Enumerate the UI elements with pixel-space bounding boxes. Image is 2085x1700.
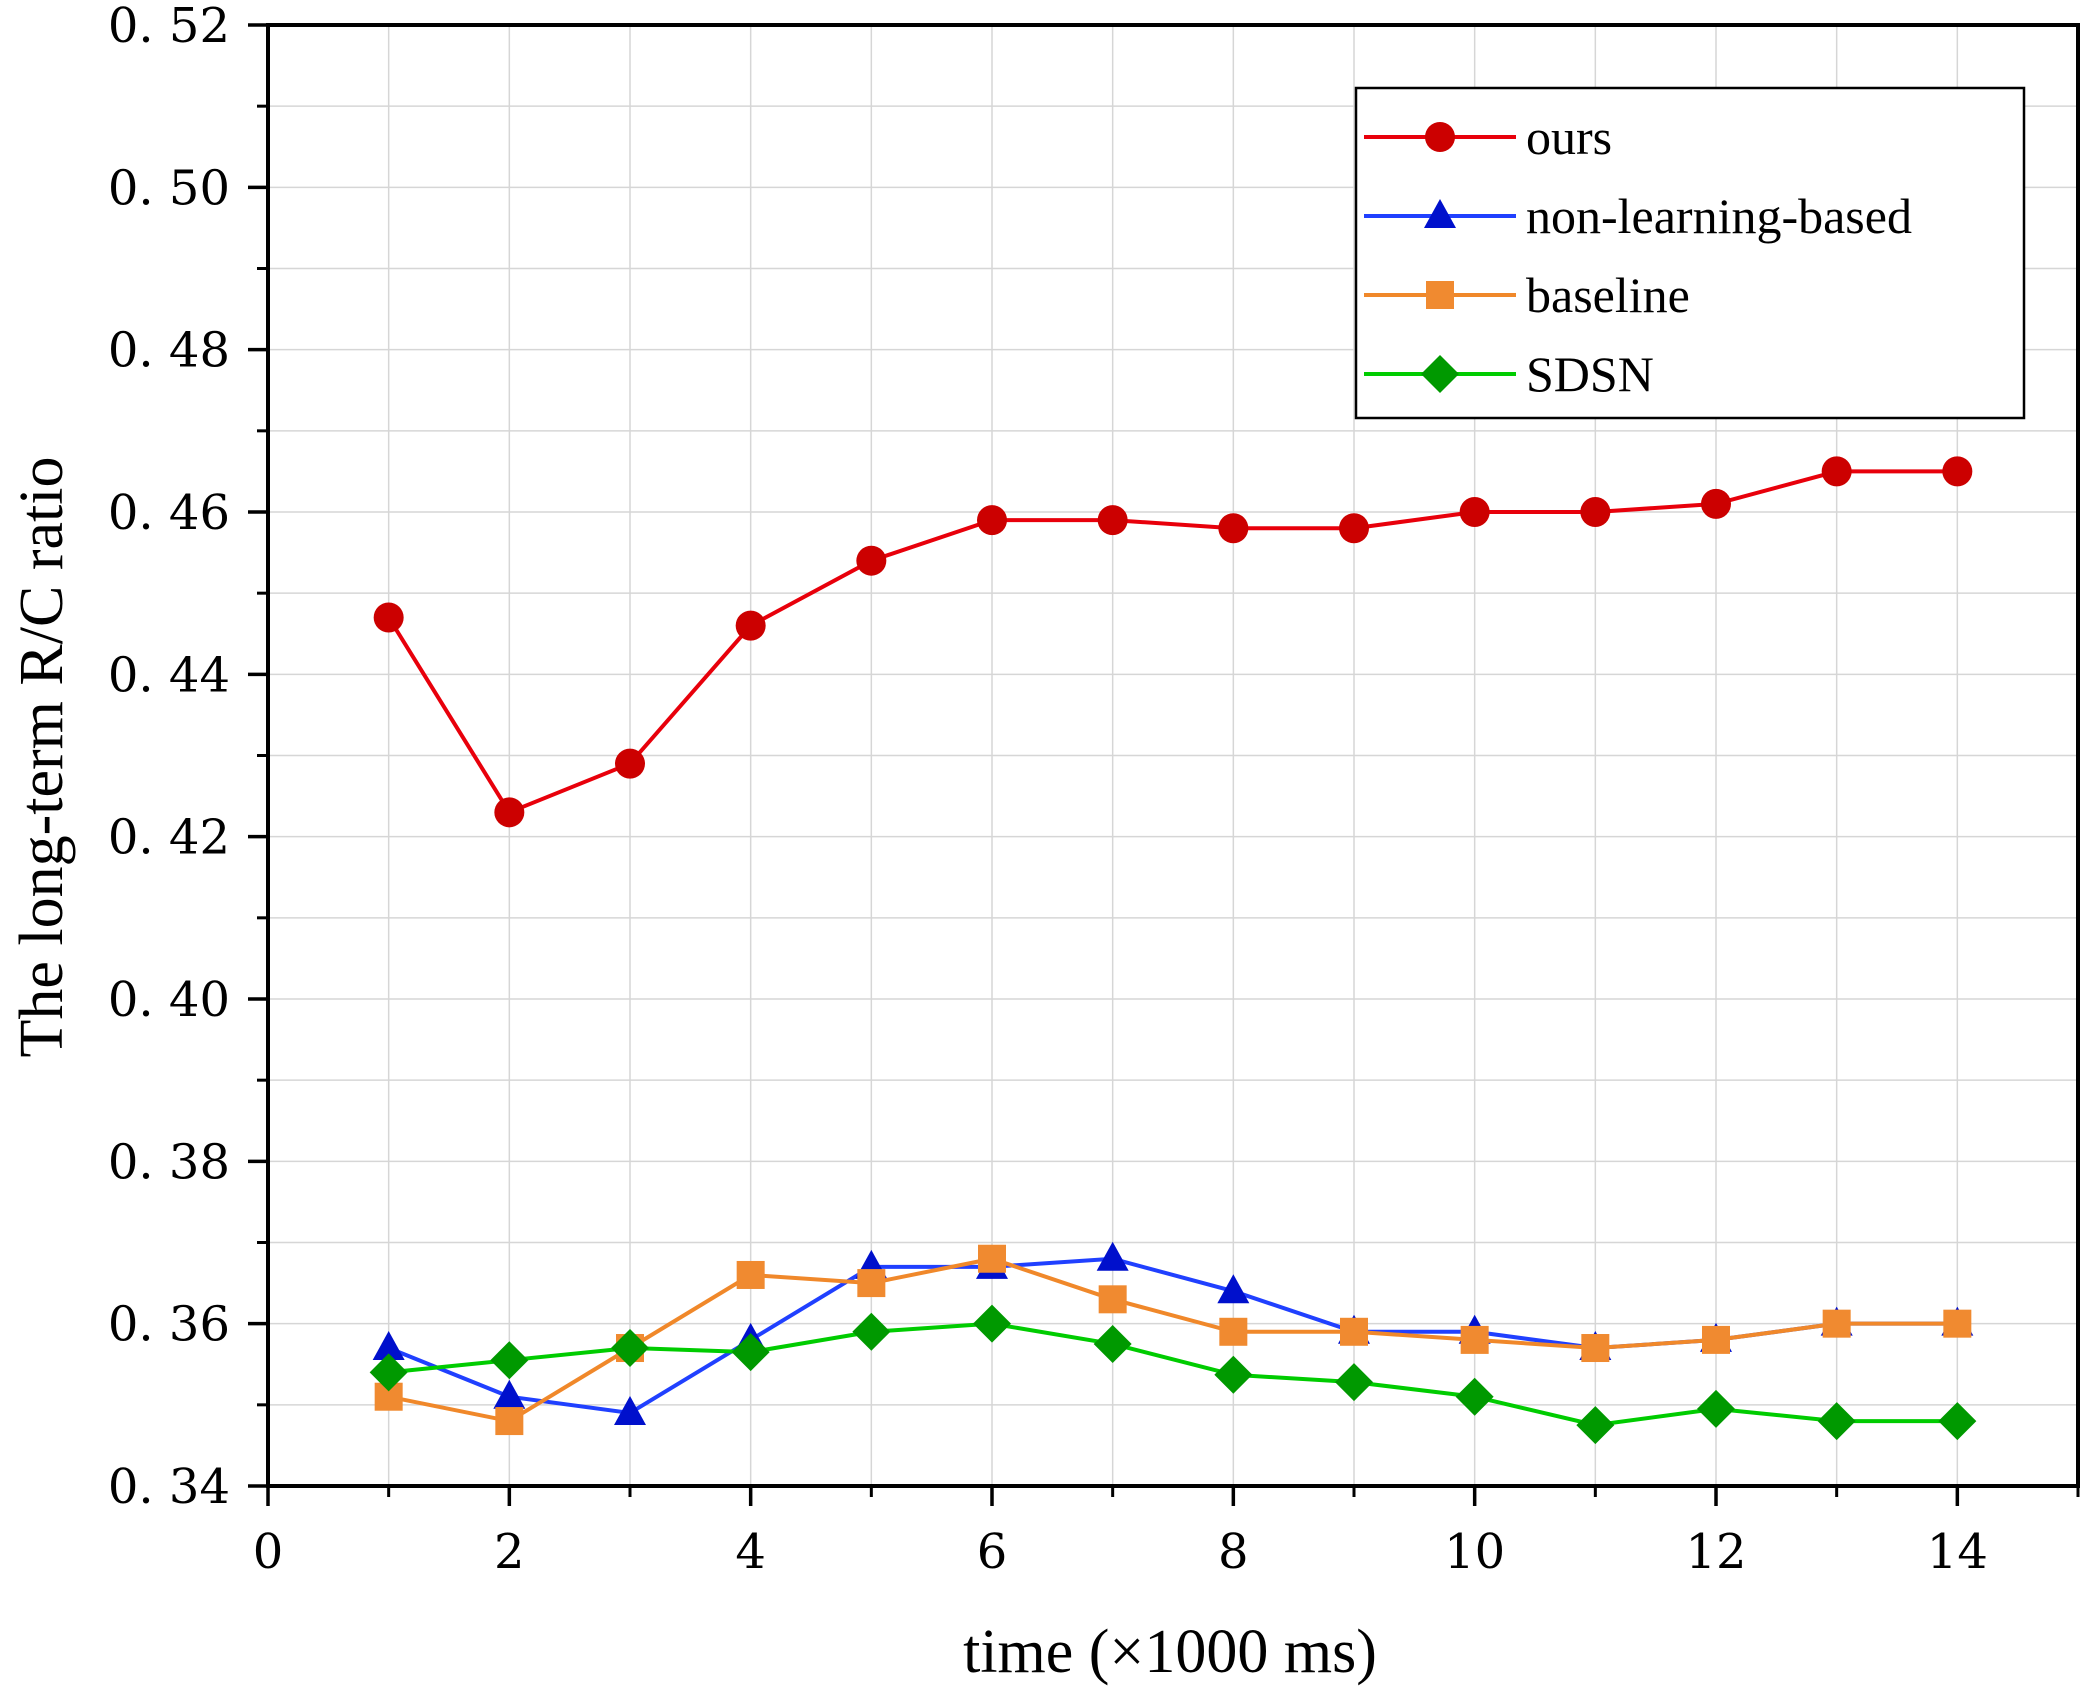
- data-point: [852, 1312, 891, 1351]
- legend-item: SDSN: [1364, 346, 1654, 402]
- data-point: [615, 748, 645, 779]
- data-point: [736, 1260, 765, 1289]
- data-point: [1339, 513, 1369, 544]
- data-point: [611, 1329, 649, 1368]
- legend-label: SDSN: [1526, 346, 1654, 402]
- tick-labels: 0 2 4 6 8 10 12 14 0. 34 0. 36 0. 38 0. 40 0. 42 0. 4…: [108, 0, 1988, 1580]
- series-non-learning-based: [372, 1241, 1974, 1425]
- data-point: [495, 1407, 524, 1436]
- data-point: [735, 610, 766, 641]
- legend-marker: [1426, 281, 1454, 309]
- legend-label: non-learning-based: [1526, 188, 1912, 244]
- x-tick-label: 2: [494, 1524, 525, 1580]
- data-point: [1219, 1317, 1248, 1346]
- y-tick-label: 0. 44: [108, 647, 230, 703]
- data-point: [1938, 1402, 1977, 1441]
- data-point: [1098, 1285, 1127, 1314]
- data-point: [1460, 1325, 1489, 1354]
- data-point: [493, 1379, 526, 1409]
- data-point: [372, 1331, 405, 1361]
- data-point: [369, 1353, 408, 1392]
- data-point: [1459, 497, 1490, 527]
- data-point: [1218, 513, 1249, 544]
- series-line: [388, 1321, 1958, 1428]
- axes: [248, 23, 2080, 1506]
- legend-box: [1354, 86, 2026, 420]
- legend-marker: [1425, 122, 1455, 152]
- data-point: [1817, 1402, 1856, 1441]
- data-point: [1096, 1241, 1129, 1271]
- data-point: [856, 545, 887, 576]
- y-axis-title: The long-term R/C ratio: [8, 457, 76, 1058]
- legend-marker: [1424, 199, 1456, 228]
- data-point: [731, 1333, 770, 1372]
- legend-item: non-learning-based: [1364, 188, 1912, 244]
- data-point: [1335, 1363, 1373, 1402]
- data-point: [373, 602, 404, 633]
- data-point: [1942, 456, 1973, 487]
- legend-marker: [1421, 355, 1459, 393]
- data-point: [973, 1304, 1011, 1343]
- legend-label: baseline: [1526, 267, 1690, 323]
- legend-label: ours: [1526, 109, 1612, 165]
- data-point: [1093, 1324, 1132, 1363]
- x-tick-label: 8: [1218, 1524, 1249, 1580]
- data-point: [1702, 1325, 1730, 1354]
- y-tick-label: 0. 42: [108, 810, 230, 866]
- data-point: [494, 797, 525, 828]
- data-point: [1340, 1317, 1368, 1346]
- y-tick-label: 0. 46: [108, 485, 230, 541]
- x-tick-label: 12: [1685, 1524, 1746, 1580]
- data-point: [1822, 1309, 1851, 1338]
- x-tick-label: 0: [253, 1524, 284, 1580]
- data-point: [490, 1341, 529, 1380]
- series-line: [388, 1256, 1958, 1424]
- legend-item: ours: [1364, 109, 1612, 165]
- y-tick-label: 0. 34: [108, 1459, 230, 1515]
- data-point: [857, 1269, 886, 1298]
- series-baseline: [374, 1244, 1972, 1436]
- data-point: [1580, 497, 1611, 527]
- legend-item: baseline: [1364, 267, 1690, 323]
- y-tick-label: 0. 40: [108, 972, 230, 1028]
- legend: ours non-learning-based baseline SDSN: [1354, 86, 2026, 420]
- data-point: [1214, 1355, 1253, 1394]
- x-tick-label: 4: [735, 1524, 766, 1580]
- data-point: [1581, 1334, 1610, 1363]
- x-tick-label: 14: [1927, 1524, 1988, 1580]
- data-point: [1943, 1309, 1972, 1338]
- x-axis-title: time (×1000 ms): [963, 1618, 1377, 1686]
- x-tick-label: 6: [977, 1524, 1008, 1580]
- y-tick-label: 0. 48: [108, 323, 230, 379]
- data-point: [1455, 1377, 1494, 1416]
- data-point: [1217, 1274, 1250, 1304]
- data-point: [977, 505, 1007, 536]
- y-tick-label: 0. 36: [108, 1297, 230, 1353]
- data-point: [978, 1244, 1006, 1273]
- y-tick-label: 0. 50: [108, 160, 230, 216]
- series-layer: [369, 456, 1977, 1445]
- data-point: [614, 1395, 646, 1425]
- series-sdsn: [369, 1304, 1977, 1445]
- y-tick-label: 0. 52: [108, 0, 230, 54]
- series-line: [386, 469, 1958, 815]
- x-tick-label: 10: [1444, 1524, 1505, 1580]
- y-tick-label: 0. 38: [108, 1134, 230, 1190]
- series-ours: [373, 456, 1973, 828]
- data-point: [1576, 1406, 1615, 1445]
- data-point: [1821, 456, 1852, 487]
- data-point: [1701, 488, 1731, 519]
- data-point: [1097, 505, 1128, 536]
- data-point: [1697, 1389, 1735, 1428]
